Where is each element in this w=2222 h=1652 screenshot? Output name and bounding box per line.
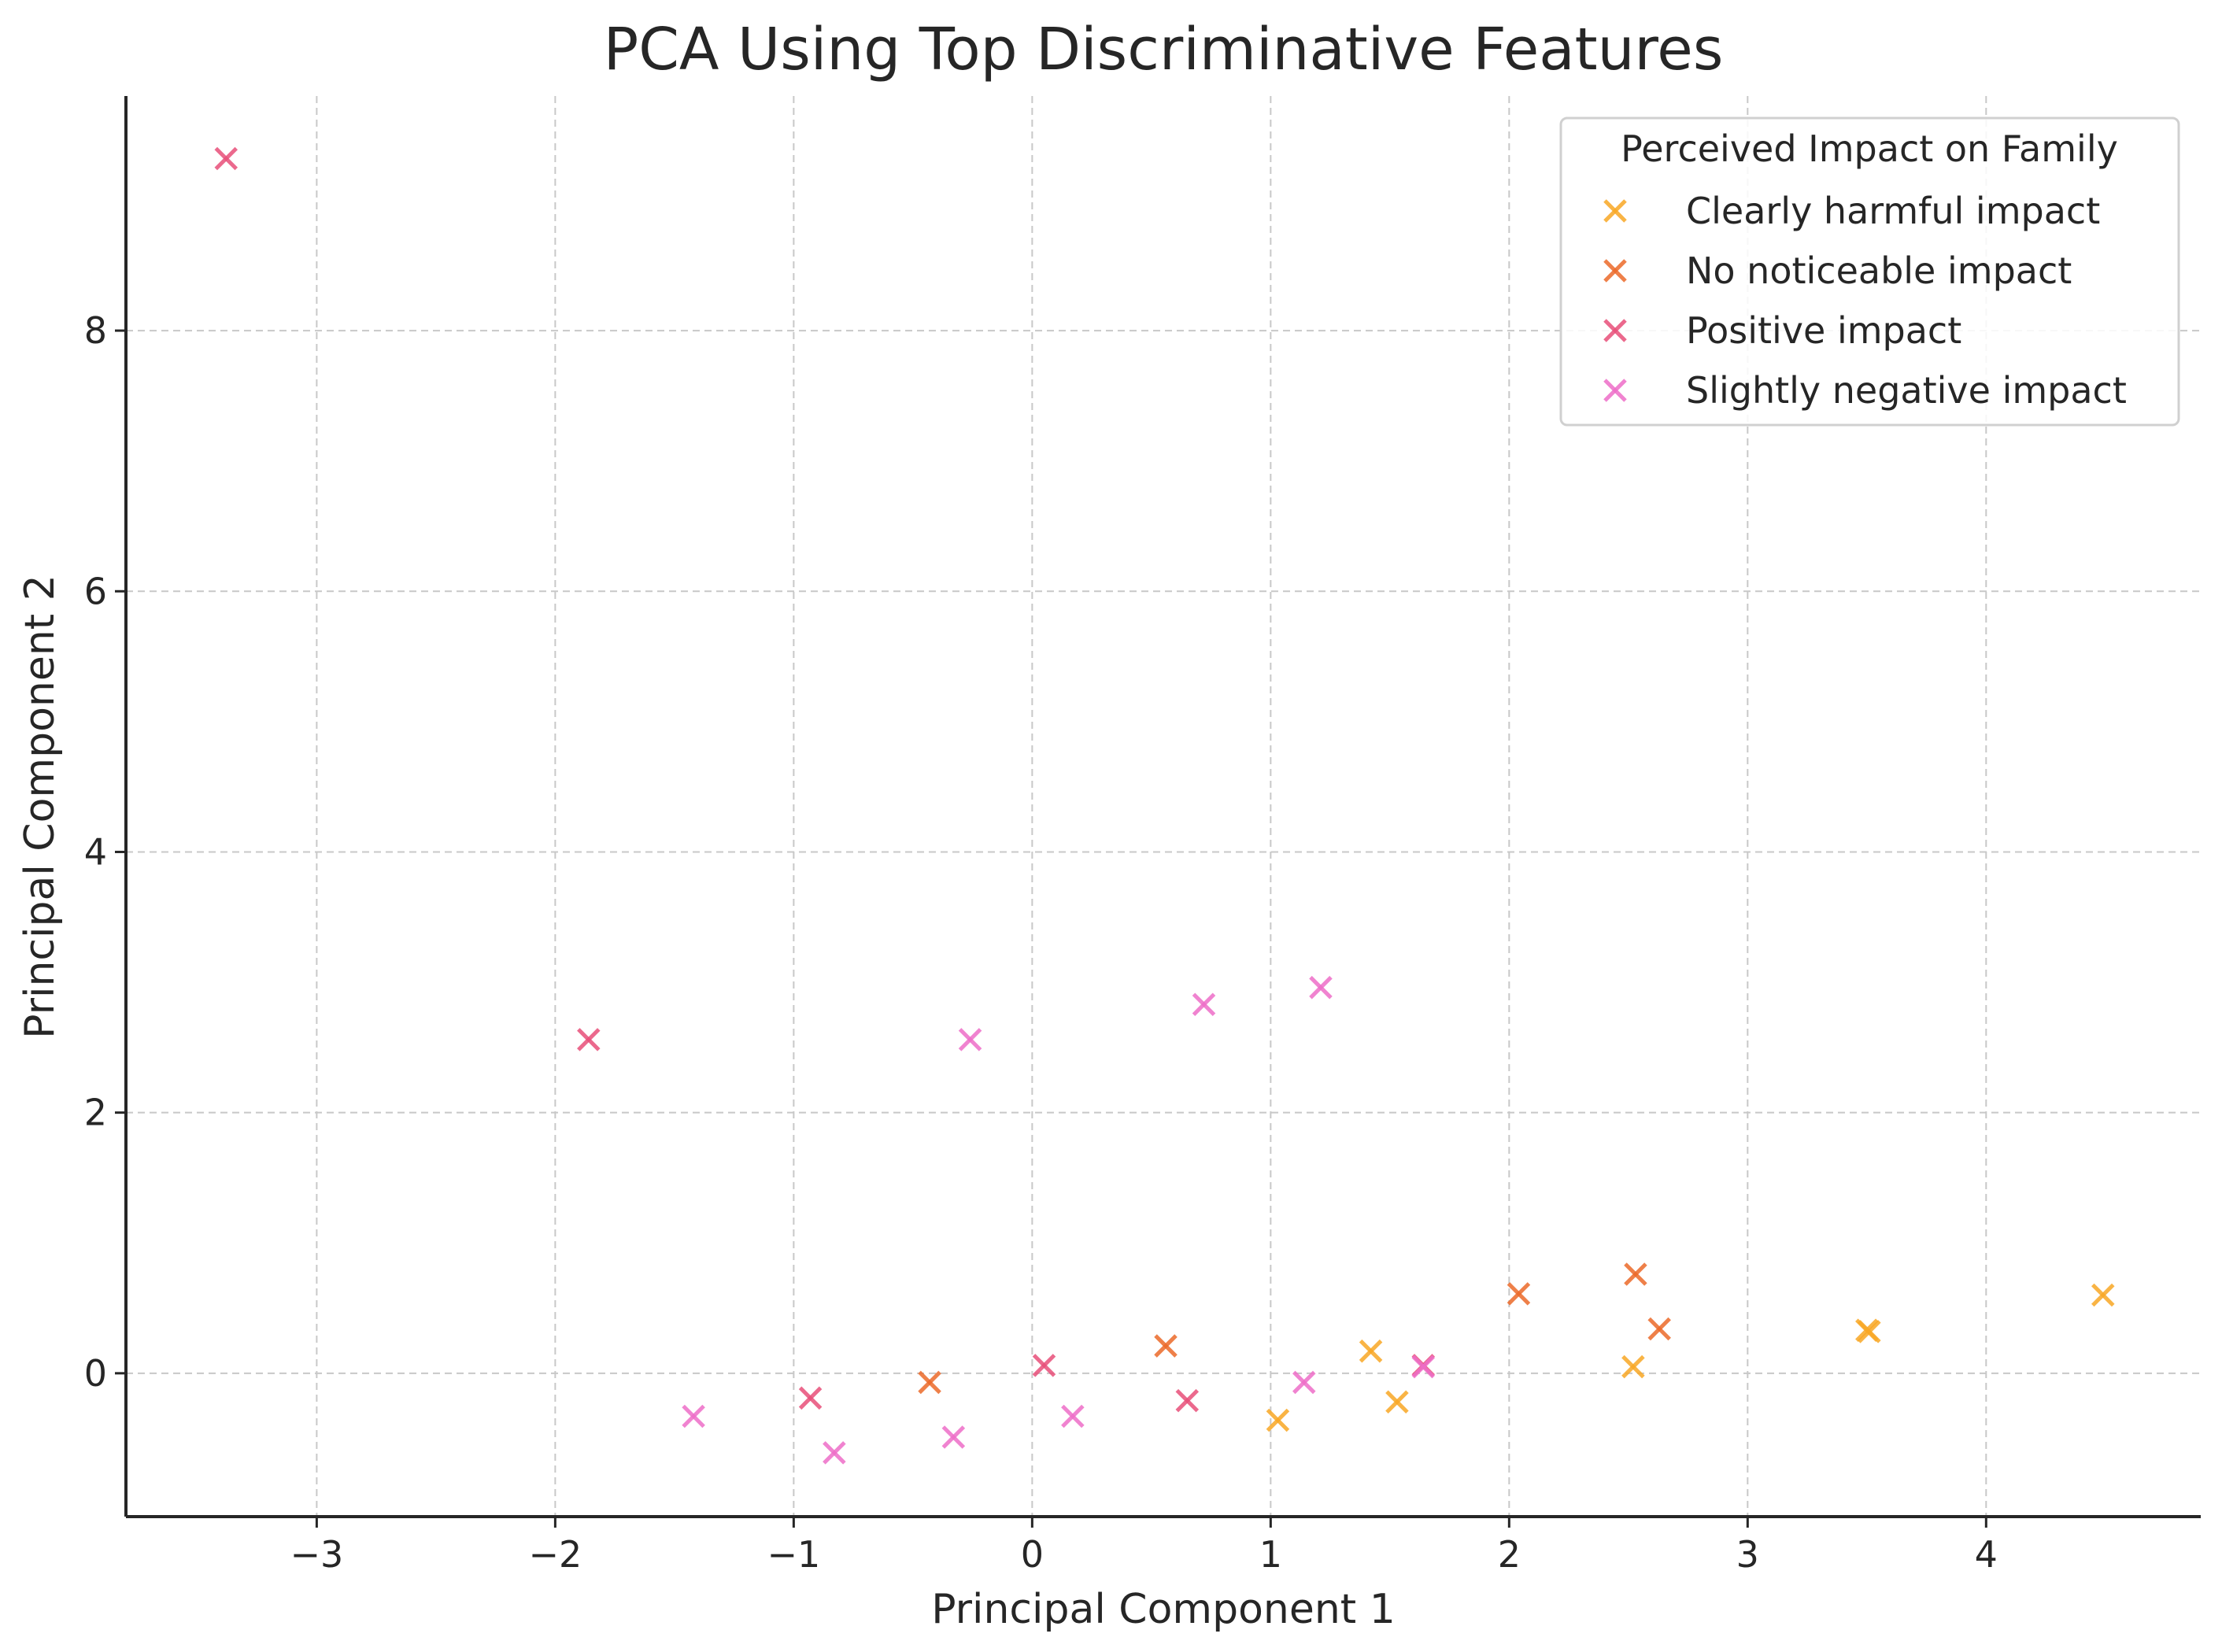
data-point-positive-impact: [798, 1386, 823, 1410]
data-point-positive-impact: [1032, 1354, 1056, 1377]
x-tick-label: −3: [290, 1533, 343, 1576]
data-point-slightly-negative-impact: [958, 1028, 982, 1051]
data-point-slightly-negative-impact: [823, 1441, 846, 1465]
data-point-clearly-harmful-impact: [2091, 1283, 2115, 1307]
x-tick-label: 4: [1975, 1533, 1998, 1576]
data-point-slightly-negative-impact: [1192, 992, 1216, 1016]
legend-label: Clearly harmful impact: [1686, 190, 2100, 232]
x-tick-label: 1: [1259, 1533, 1282, 1576]
data-point-slightly-negative-impact: [1292, 1370, 1316, 1395]
y-tick-label: 0: [84, 1352, 107, 1395]
data-point-no-noticeable-impact: [1507, 1282, 1531, 1306]
data-point-positive-impact: [214, 146, 238, 171]
y-tick-label: 4: [84, 830, 107, 873]
y-ticks: 0 2 4 6 8: [84, 309, 126, 1395]
data-point-clearly-harmful-impact: [1385, 1390, 1409, 1414]
y-axis-label: Principal Component 2: [17, 575, 64, 1039]
legend-label: Positive impact: [1686, 309, 1961, 352]
data-point-no-noticeable-impact: [1624, 1262, 1647, 1286]
data-point-slightly-negative-impact: [941, 1425, 966, 1449]
x-tick-label: 3: [1736, 1533, 1759, 1576]
data-point-positive-impact: [1175, 1388, 1200, 1413]
legend-entries: Clearly harmful impact No noticeable impa…: [1603, 190, 2127, 412]
x-ticks: −3 −2 −1 0 1 2 3 4: [290, 1517, 1998, 1576]
legend-label: No noticeable impact: [1686, 249, 2072, 292]
data-point-slightly-negative-impact: [682, 1404, 705, 1428]
legend-label: Slightly negative impact: [1686, 369, 2127, 412]
legend-marker: [1603, 319, 1627, 342]
x-tick-label: −1: [767, 1533, 820, 1576]
legend-box: [1559, 116, 2180, 427]
data-point-no-noticeable-impact: [1154, 1334, 1178, 1358]
legend-title: Perceived Impact on Family: [1621, 128, 2118, 170]
data-point-no-noticeable-impact: [1647, 1317, 1671, 1341]
data-point-clearly-harmful-impact: [1858, 1320, 1881, 1343]
chart-title: PCA Using Top Discriminative Features: [604, 16, 1724, 83]
x-tick-label: 2: [1498, 1533, 1521, 1576]
data-point-slightly-negative-impact: [1309, 975, 1333, 1000]
legend-marker: [1603, 259, 1627, 283]
data-point-clearly-harmful-impact: [1266, 1408, 1290, 1432]
data-point-clearly-harmful-impact: [1359, 1339, 1383, 1363]
data-point-clearly-harmful-impact: [1621, 1354, 1645, 1379]
data-point-slightly-negative-impact: [1411, 1354, 1436, 1379]
data-points: [214, 146, 2115, 1465]
x-tick-label: 0: [1021, 1533, 1044, 1576]
y-tick-label: 8: [84, 309, 107, 352]
legend-marker: [1603, 379, 1627, 402]
legend-marker: [1603, 199, 1627, 223]
y-tick-label: 2: [84, 1092, 107, 1134]
x-axis-label: Principal Component 1: [931, 1586, 1396, 1633]
data-point-no-noticeable-impact: [918, 1370, 941, 1395]
y-tick-label: 6: [84, 570, 107, 612]
legend: Perceived Impact on Family Clearly harmf…: [1559, 116, 2180, 427]
data-point-slightly-negative-impact: [1061, 1404, 1085, 1428]
x-tick-label: −2: [528, 1533, 582, 1576]
data-point-positive-impact: [577, 1028, 601, 1051]
axes: [124, 96, 2201, 1518]
